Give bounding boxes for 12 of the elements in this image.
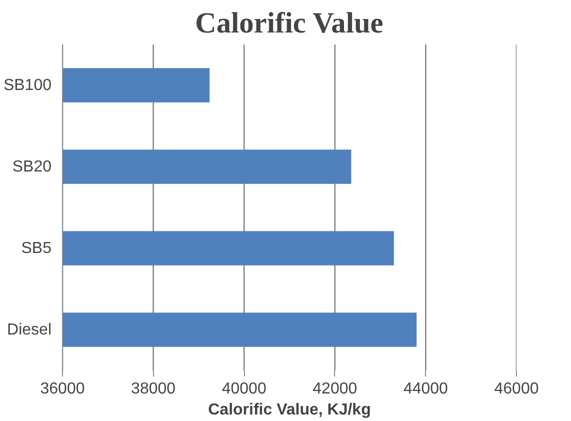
- x-tick-label: 46000: [494, 380, 539, 398]
- chart-title: Calorific Value: [195, 8, 384, 40]
- y-tick-label: SB20: [12, 158, 52, 176]
- x-tick-label: 42000: [312, 380, 358, 398]
- x-tick-label: 38000: [131, 380, 176, 398]
- y-tick-label: SB5: [21, 240, 52, 257]
- x-tick-label: 40000: [222, 380, 266, 398]
- y-tick-label: SB100: [3, 76, 52, 94]
- y-tick-label: Diesel: [7, 321, 52, 338]
- x-axis-title: Calorific Value, KJ/kg: [208, 402, 371, 418]
- x-tick-label: 36000: [40, 380, 85, 398]
- x-tick-label: 44000: [403, 380, 448, 398]
